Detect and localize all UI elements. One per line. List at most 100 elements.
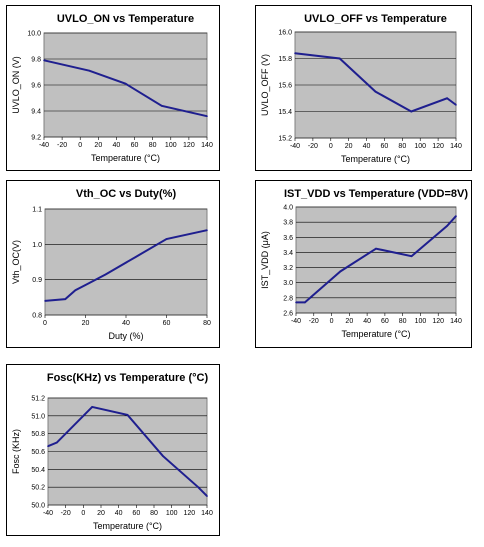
y-tick-label: 50.0	[31, 503, 45, 510]
y-axis-label: UVLO_OFF (V)	[260, 54, 270, 116]
data-point	[446, 97, 448, 100]
x-tick-label: 20	[82, 320, 90, 327]
data-point	[206, 229, 208, 231]
chart-panel-uvlo-off: UVLO_OFF vs Temperature 15.2 15.4 15.6 15.8 1…	[255, 5, 472, 171]
x-tick-label: 100	[166, 510, 178, 517]
x-tick-label: 40	[122, 320, 130, 327]
y-tick-label: 51.2	[31, 396, 45, 403]
data-point	[126, 414, 129, 416]
x-tick-label: 140	[201, 510, 213, 517]
y-tick-label: 15.2	[278, 136, 292, 143]
data-point	[64, 298, 67, 300]
y-tick-label: 50.8	[31, 431, 45, 438]
y-tick-label: 4.0	[283, 205, 293, 212]
plot-area	[295, 206, 457, 314]
y-tick-label: 3.2	[283, 265, 293, 272]
x-tick-label: 120	[183, 510, 195, 517]
x-tick-label: 80	[398, 143, 406, 150]
chart-title: Fosc(KHz) vs Temperature (°C)	[47, 372, 209, 384]
x-tick-label: 100	[165, 142, 177, 149]
y-axis-label: UVLO_ON (V)	[11, 56, 21, 114]
y-tick-label: 3.0	[283, 280, 293, 287]
x-tick-label: 60	[131, 142, 139, 149]
x-tick-label: 60	[381, 143, 389, 150]
y-tick-label: 3.6	[283, 235, 293, 242]
x-tick-label: 60	[381, 318, 389, 325]
x-tick-label: 120	[183, 142, 195, 149]
y-tick-label: 0.8	[32, 313, 42, 320]
data-point	[206, 495, 208, 497]
x-tick-label: -20	[57, 142, 67, 149]
data-point	[338, 57, 341, 60]
data-point	[88, 69, 91, 72]
x-tick-label: -20	[61, 510, 71, 517]
y-tick-label: 15.6	[278, 83, 292, 90]
data-point	[47, 445, 49, 447]
chart-title: Vth_OC vs Duty(%)	[76, 188, 177, 200]
x-tick-label: -40	[290, 143, 300, 150]
x-tick-label: 0	[81, 510, 85, 517]
x-tick-label: 20	[94, 142, 102, 149]
x-tick-label: 140	[450, 143, 462, 150]
x-tick-label: 0	[43, 320, 47, 327]
y-tick-label: 1.1	[32, 207, 42, 214]
chart-title: UVLO_OFF vs Temperature	[304, 13, 447, 25]
x-tick-label: 80	[399, 318, 407, 325]
data-point	[84, 284, 87, 286]
x-tick-label: 140	[450, 318, 462, 325]
x-tick-label: 140	[201, 142, 213, 149]
x-axis-label: Duty (%)	[108, 331, 143, 341]
x-tick-label: -20	[309, 318, 319, 325]
x-tick-label: 20	[345, 143, 353, 150]
y-tick-label: 1.0	[32, 242, 42, 249]
x-tick-label: 20	[97, 510, 105, 517]
data-point	[455, 104, 457, 106]
x-tick-label: -40	[39, 142, 49, 149]
y-tick-label: 9.6	[31, 83, 41, 90]
y-tick-label: 16.0	[278, 30, 292, 37]
chart-title: IST_VDD vs Temperature (VDD=8V)	[284, 188, 468, 200]
y-tick-label: 10.0	[27, 31, 41, 38]
data-point	[43, 59, 45, 62]
chart-uvlo-on: UVLO_ON vs Temperature 9.2 9.4 9.6 9.8 10.0 -4…	[11, 13, 213, 163]
chart-panel-uvlo-on: UVLO_ON vs Temperature 9.2 9.4 9.6 9.8 10.0 -4…	[6, 5, 220, 171]
y-tick-label: 9.4	[31, 109, 41, 116]
x-tick-label: 120	[432, 318, 444, 325]
y-tick-label: 50.6	[31, 449, 45, 456]
x-tick-label: 60	[163, 320, 171, 327]
data-point	[446, 225, 448, 227]
data-point	[44, 300, 46, 302]
data-point	[56, 441, 58, 444]
data-point	[294, 52, 296, 54]
data-point	[455, 215, 457, 217]
data-line	[294, 52, 457, 113]
y-tick-label: 2.8	[283, 295, 293, 302]
x-tick-label: 100	[415, 318, 427, 325]
data-point	[197, 486, 199, 488]
data-line	[44, 229, 208, 302]
chart-uvlo-off: UVLO_OFF vs Temperature 15.2 15.4 15.6 15.8 1…	[260, 13, 462, 164]
x-tick-label: 0	[329, 143, 333, 150]
x-tick-label: 80	[150, 510, 158, 517]
y-tick-label: 3.8	[283, 220, 293, 227]
x-tick-label: -40	[291, 318, 301, 325]
data-point	[165, 238, 168, 240]
y-axis-label: Fosc (KHz)	[11, 429, 21, 474]
chart-panel-fosc: Fosc(KHz) vs Temperature (°C) 50.0 50.2 50.…	[6, 364, 220, 536]
data-point	[74, 289, 77, 292]
x-tick-label: 40	[113, 142, 121, 149]
chart-panel-vth-oc: Vth_OC vs Duty(%) 0.8 0.9 1.0 1.1 0 20 40 60 80 Du…	[6, 180, 220, 348]
y-tick-label: 15.4	[278, 109, 292, 116]
y-tick-label: 3.4	[283, 250, 293, 257]
y-tick-label: 9.2	[31, 135, 41, 142]
x-tick-label: 40	[363, 318, 371, 325]
x-tick-label: 40	[115, 510, 123, 517]
data-point	[295, 301, 297, 304]
x-tick-label: -40	[43, 510, 53, 517]
data-point	[206, 115, 208, 117]
chart-vth-oc: Vth_OC vs Duty(%) 0.8 0.9 1.0 1.1 0 20 40 60 80 Du…	[11, 188, 211, 341]
chart-panel-ist-vdd: IST_VDD vs Temperature (VDD=8V) 2.6 2.8 3.0…	[255, 180, 472, 348]
data-point	[339, 270, 342, 273]
y-axis-label: IST_VDD (μA)	[260, 231, 270, 289]
x-tick-label: 120	[432, 143, 444, 150]
